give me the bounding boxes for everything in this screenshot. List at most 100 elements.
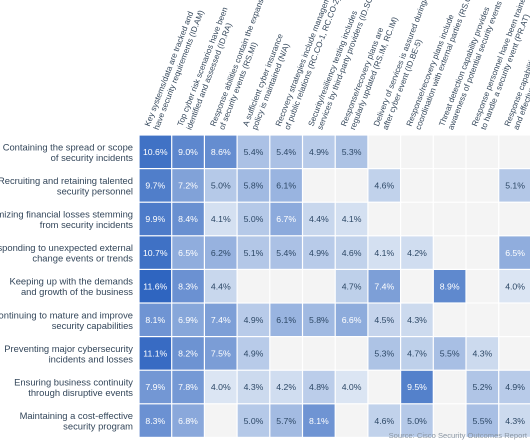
heatmap-cell <box>139 337 172 370</box>
cell-value-label: 5.4% <box>276 248 296 258</box>
cell-value-label: 4.6% <box>374 181 394 191</box>
heatmap-cell <box>335 370 368 404</box>
heatmap-cell <box>303 169 335 202</box>
heatmap-cell <box>433 236 466 269</box>
heatmap-cell <box>139 370 172 404</box>
heatmap-cell <box>499 303 530 336</box>
cell-value-label: 4.9% <box>244 315 264 325</box>
heatmap-cell <box>270 202 302 236</box>
heatmap-cell <box>270 370 302 404</box>
heatmap-cell <box>368 404 400 437</box>
row-label: Minimizing financial losses stemmingfrom… <box>0 209 133 231</box>
heatmap-cell <box>172 370 204 404</box>
heatmap-cell <box>172 135 204 168</box>
heatmap-cell <box>433 270 466 303</box>
cell-value-label: 4.3% <box>407 315 427 325</box>
heatmap-cell <box>205 337 237 370</box>
heatmap-cell <box>205 236 237 269</box>
row-labels: Containing the spread or scope of securit… <box>0 141 133 431</box>
heatmap-cell <box>172 236 204 269</box>
heatmap-cell <box>139 202 172 236</box>
row-label: Maintaining a cost-effective security pro… <box>20 410 134 432</box>
heatmap-cell <box>433 303 466 336</box>
heatmap-cell <box>335 404 368 437</box>
cell-value-label: 4.2% <box>407 248 427 258</box>
cell-value-label: 4.1% <box>342 214 362 224</box>
cell-value-label: 8.3% <box>145 416 165 426</box>
cell-value-label: 4.3% <box>244 382 264 392</box>
cell-value-label: 10.7% <box>143 248 168 258</box>
cell-value-label: 4.9% <box>309 147 329 157</box>
cell-value-label: 9.5% <box>407 382 427 392</box>
heatmap-cell <box>303 270 335 303</box>
heatmap-cell <box>270 135 302 168</box>
heatmap-cell <box>270 169 302 202</box>
heatmap-cell <box>466 236 499 269</box>
heatmap-cell <box>303 135 335 168</box>
heatmap-cell <box>172 337 204 370</box>
heatmap-cell <box>172 303 204 336</box>
cell-value-label: 8.9% <box>440 281 460 291</box>
heatmap-cell <box>237 303 270 336</box>
heatmap-cell <box>205 202 237 236</box>
cell-value-label: 11.1% <box>143 349 167 359</box>
heatmap-cells: 10.6% 9.0% 8.6% 5.4% 5.4% 4.9% 5.3% 9.7% 7.2% 5.0… <box>139 135 530 437</box>
heatmap-cell <box>466 135 499 168</box>
heatmap-cell <box>237 370 270 404</box>
heatmap-cell <box>237 236 270 269</box>
row-label: Recruiting and retaining talented securit… <box>0 175 133 197</box>
heatmap-cell <box>499 270 530 303</box>
row-label: Preventing major cybersecurity incidents … <box>4 343 133 365</box>
heatmap-cell <box>172 404 204 437</box>
heatmap-cell <box>335 135 368 168</box>
cell-value-label: 5.8% <box>309 315 329 325</box>
heatmap-cell <box>335 303 368 336</box>
heatmap-cell <box>205 135 237 168</box>
cell-value-label: 4.4% <box>211 281 231 291</box>
cell-value-label: 4.3% <box>472 349 492 359</box>
heatmap-cell <box>205 169 237 202</box>
heatmap-cell <box>303 404 335 437</box>
cell-value-label: 6.8% <box>178 416 198 426</box>
heatmap-cell <box>499 370 530 404</box>
cell-value-label: 6.9% <box>178 315 198 325</box>
heatmap-cell <box>270 236 302 269</box>
cell-value-label: 6.5% <box>178 248 198 258</box>
cell-value-label: 4.9% <box>244 349 264 359</box>
cell-value-label: 4.0% <box>505 281 525 291</box>
heatmap-cell <box>335 169 368 202</box>
heatmap-cell <box>172 270 204 303</box>
heatmap-cell <box>433 370 466 404</box>
cell-value-label: 9.9% <box>145 214 165 224</box>
heatmap-cell <box>205 370 237 404</box>
heatmap-cell <box>401 303 433 336</box>
heatmap-cell <box>270 270 302 303</box>
heatmap-cell <box>401 370 433 404</box>
row-label: Keeping up with the demands and growth of… <box>9 276 133 298</box>
cell-value-label: 7.5% <box>211 349 231 359</box>
heatmap-cell <box>303 370 335 404</box>
cell-value-label: 5.3% <box>374 349 394 359</box>
heatmap-cell <box>499 337 530 370</box>
cell-value-label: 8.1% <box>145 315 165 325</box>
heatmap-cell <box>270 303 302 336</box>
heatmap-cell <box>368 169 400 202</box>
heatmap-cell <box>466 169 499 202</box>
source-note: Source: Cisco Security Outcomes Report <box>389 431 528 440</box>
heatmap-cell <box>303 236 335 269</box>
cell-value-label: 5.5% <box>440 349 460 359</box>
heatmap-cell <box>499 169 530 202</box>
cell-value-label: 7.2% <box>178 181 198 191</box>
cell-value-label: 4.8% <box>309 382 329 392</box>
heatmap-cell <box>303 202 335 236</box>
heatmap-cell <box>401 404 433 437</box>
heatmap-cell <box>237 135 270 168</box>
heatmap-cell <box>368 337 400 370</box>
heatmap-cell <box>368 135 400 168</box>
heatmap-cell <box>139 404 172 437</box>
heatmap-cell <box>139 135 172 168</box>
heatmap-cell <box>466 303 499 336</box>
cell-value-label: 5.3% <box>342 147 362 157</box>
heatmap-cell <box>368 202 400 236</box>
